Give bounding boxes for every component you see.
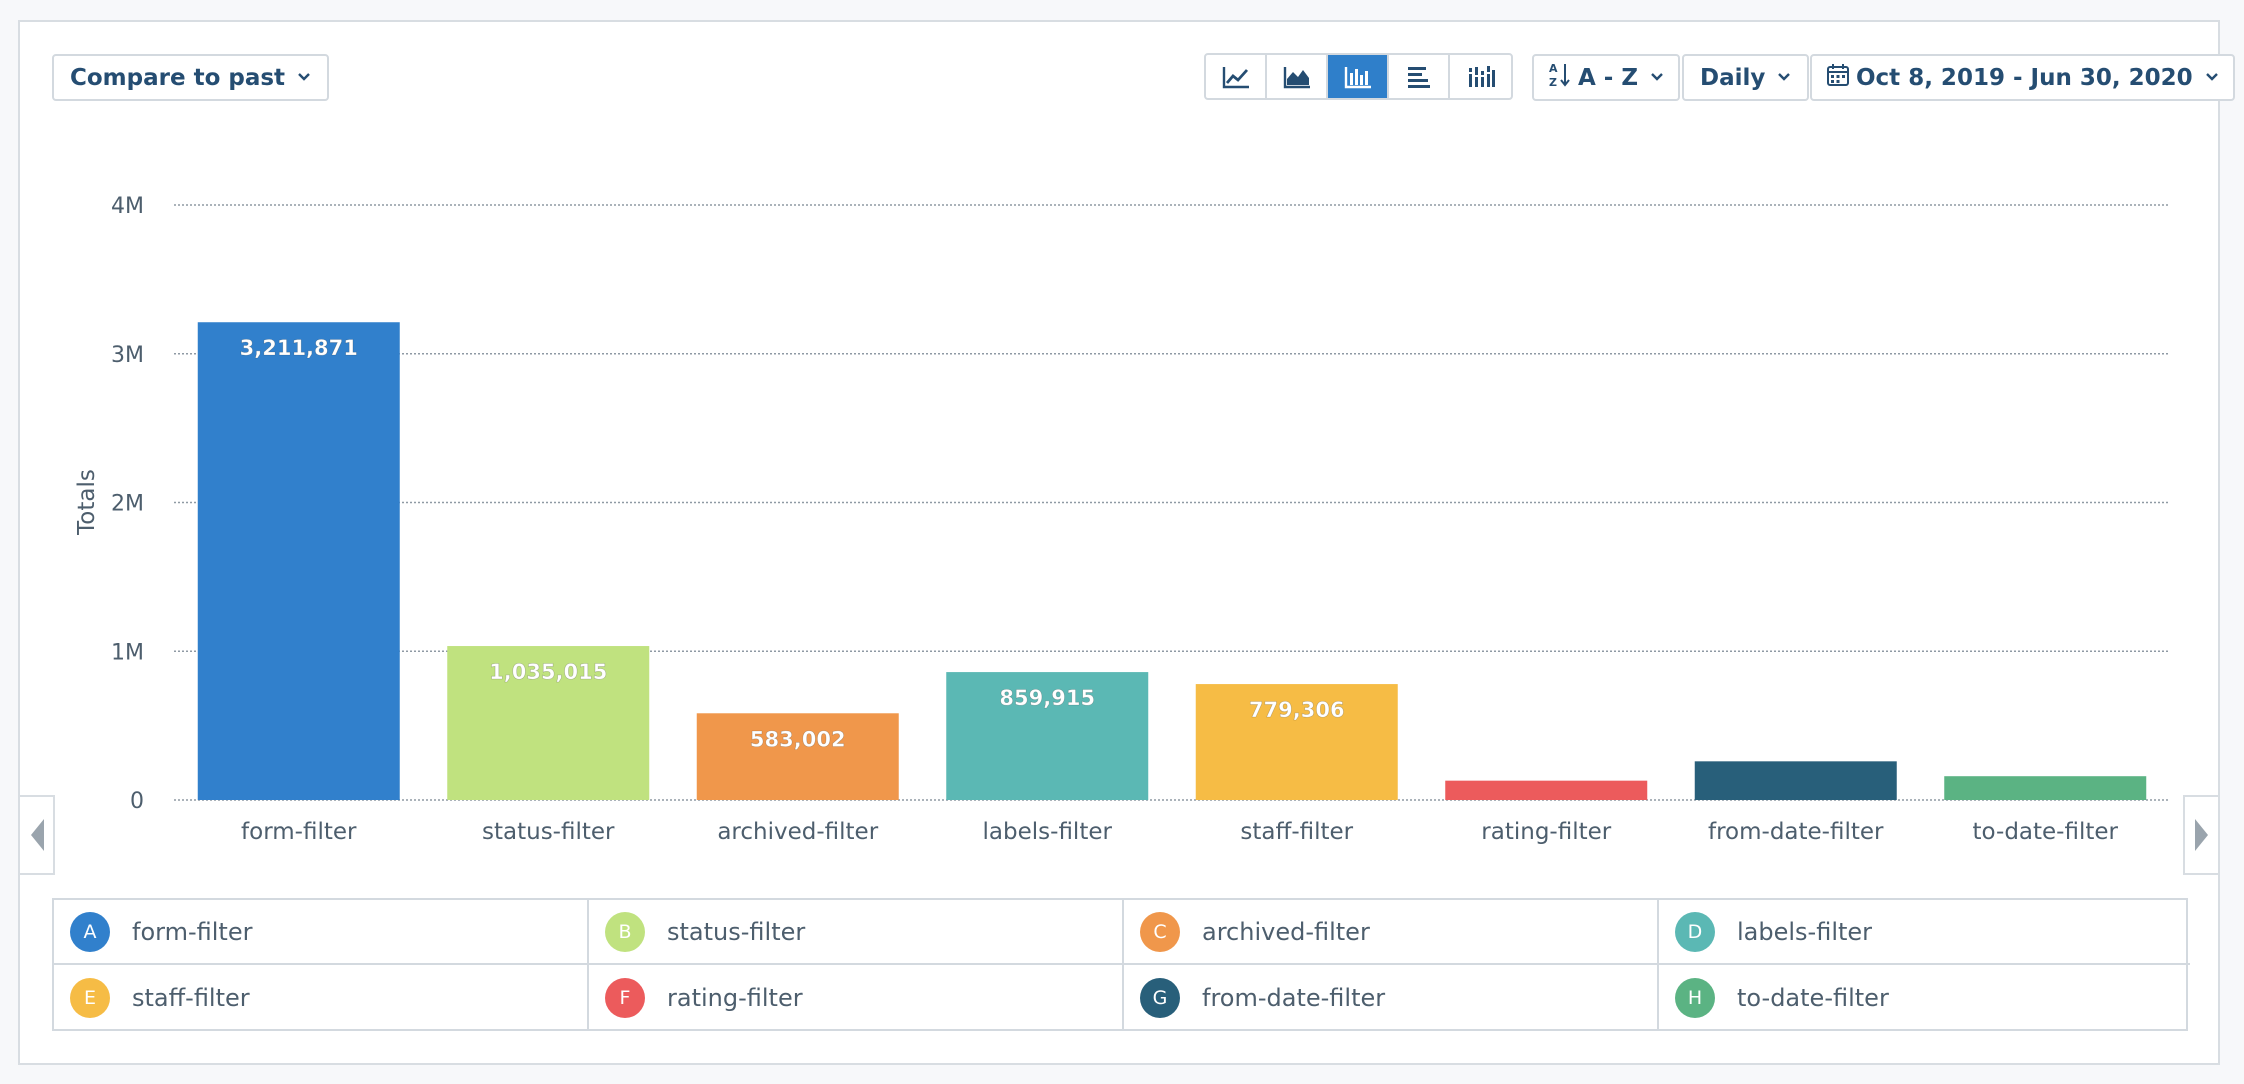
- legend-badge: F: [605, 978, 645, 1018]
- data-label: 779,306: [1249, 698, 1345, 722]
- compare-to-past-button[interactable]: Compare to past: [52, 54, 330, 101]
- bar-to-date-filter[interactable]: [1944, 776, 2147, 800]
- chevron-right-icon: [2194, 819, 2208, 851]
- bar-chart-icon: [1344, 66, 1371, 88]
- scroll-right-button[interactable]: [2183, 795, 2220, 875]
- horizontal-bar-icon: [1407, 66, 1430, 88]
- legend-badge: C: [1140, 911, 1180, 952]
- bar-rating-filter[interactable]: [1445, 780, 1648, 800]
- area-chart-button[interactable]: [1267, 55, 1328, 98]
- sort-label: A - Z: [1578, 64, 1639, 91]
- y-tick-label: 2M: [111, 492, 144, 517]
- legend-badge: G: [1140, 978, 1180, 1018]
- x-tick-label: staff-filter: [1240, 819, 1353, 845]
- legend-label: staff-filter: [132, 984, 250, 1012]
- x-tick-label: rating-filter: [1481, 819, 1611, 845]
- bar-chart-button[interactable]: [1328, 55, 1389, 98]
- legend-badge: A: [70, 911, 110, 952]
- line-chart-button[interactable]: [1206, 55, 1267, 98]
- horizontal-bar-button[interactable]: [1389, 55, 1450, 98]
- scroll-left-button[interactable]: [18, 795, 55, 875]
- legend-label: rating-filter: [667, 984, 803, 1012]
- x-tick-label: form-filter: [241, 819, 357, 845]
- x-tick-label: labels-filter: [983, 819, 1113, 845]
- date-range-picker[interactable]: Oct 8, 2019 - Jun 30, 2020: [1810, 54, 2235, 101]
- data-label: 859,915: [999, 686, 1095, 710]
- bar-labels-filter[interactable]: [946, 672, 1149, 800]
- bar-staff-filter[interactable]: [1195, 684, 1398, 800]
- legend-label: labels-filter: [1737, 917, 1873, 946]
- legend-badge: E: [70, 978, 110, 1018]
- y-tick-label: 3M: [111, 343, 144, 368]
- chevron-down-icon: [1777, 70, 1791, 86]
- x-tick-label: from-date-filter: [1708, 819, 1884, 845]
- bar-archived-filter[interactable]: [696, 713, 899, 800]
- bar-status-filter[interactable]: [447, 646, 650, 800]
- y-tick-label: 1M: [111, 640, 144, 665]
- chevron-down-icon: [2205, 70, 2219, 86]
- compare-to-past-label: Compare to past: [70, 64, 286, 91]
- chevron-left-icon: [30, 819, 44, 851]
- data-label: 1,035,015: [489, 660, 607, 684]
- legend-badge: B: [605, 911, 645, 952]
- chevron-down-icon: [1650, 70, 1664, 86]
- legend-badge: H: [1675, 978, 1715, 1018]
- svg-text:Z: Z: [1549, 76, 1557, 89]
- chart-type-switcher: [1204, 53, 1513, 100]
- legend-label: archived-filter: [1202, 917, 1370, 946]
- bar-chart: 0 1M 2M 3M 4M Totals 3,211,871 form-filter 1,0…: [74, 194, 2170, 845]
- chevron-down-icon: [297, 70, 311, 86]
- stacked-bar-button[interactable]: [1450, 55, 1511, 98]
- svg-text:A: A: [1549, 62, 1558, 75]
- x-tick-label: status-filter: [482, 819, 615, 845]
- y-tick-label: 4M: [111, 194, 144, 219]
- legend-badge: D: [1675, 911, 1715, 952]
- legend-label: status-filter: [667, 917, 806, 946]
- x-tick-label: to-date-filter: [1973, 819, 2119, 845]
- date-range-label: Oct 8, 2019 - Jun 30, 2020: [1856, 64, 2193, 91]
- stacked-bar-icon: [1468, 65, 1495, 87]
- bar-from-date-filter[interactable]: [1694, 761, 1897, 800]
- bar-form-filter[interactable]: [197, 322, 400, 800]
- interval-dropdown[interactable]: Daily: [1682, 54, 1810, 101]
- legend-label: form-filter: [132, 917, 253, 946]
- line-chart-icon: [1222, 66, 1249, 88]
- interval-label: Daily: [1700, 64, 1766, 91]
- legend-label: to-date-filter: [1737, 984, 1889, 1012]
- x-tick-label: archived-filter: [717, 819, 878, 845]
- calendar-icon: [1826, 63, 1850, 93]
- area-chart-icon: [1283, 66, 1310, 88]
- legend-label: from-date-filter: [1202, 984, 1386, 1012]
- data-label: 583,002: [750, 727, 846, 751]
- y-axis-label: Totals: [74, 469, 100, 536]
- data-label: 3,211,871: [240, 336, 358, 360]
- y-tick-label: 0: [130, 789, 144, 814]
